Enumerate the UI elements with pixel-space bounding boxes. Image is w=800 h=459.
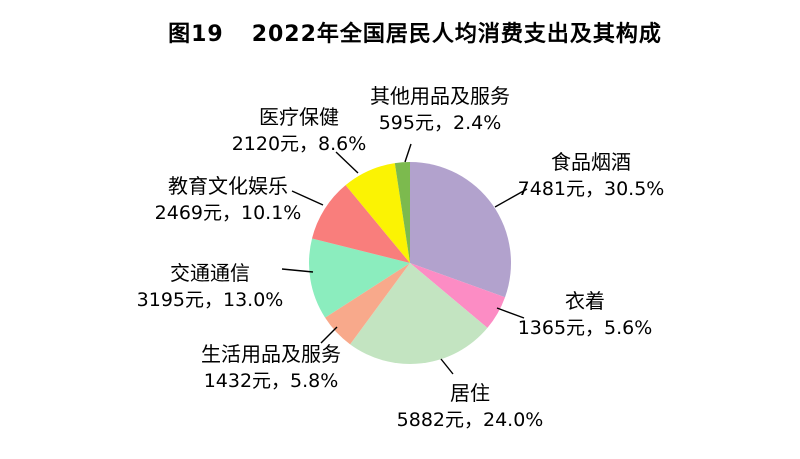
- leader-line-5: [291, 190, 324, 206]
- pie-slice-0: [410, 162, 512, 298]
- slice-label-education-culture-recreation: 教育文化娱乐 2469元，10.1%: [108, 173, 348, 227]
- pie-slice-5: [312, 185, 410, 263]
- slice-name: 医疗保健: [259, 105, 339, 129]
- leader-line-4: [281, 268, 314, 273]
- leader-line-2: [440, 358, 454, 375]
- leader-line-7: [404, 143, 412, 163]
- slice-value: 3195元，13.0%: [136, 289, 284, 311]
- pie-slice-6: [345, 163, 410, 263]
- slice-label-household-goods-services: 生活用品及服务 1432元，5.8%: [151, 341, 391, 395]
- pie-slice-1: [410, 263, 506, 328]
- slice-value: 1365元，5.6%: [517, 317, 653, 339]
- slice-value: 2469元，10.1%: [154, 202, 302, 224]
- slice-name: 其他用品及服务: [370, 84, 510, 108]
- pie-slice-4: [309, 238, 410, 318]
- slice-label-housing: 居住 5882元，24.0%: [350, 380, 590, 434]
- leader-line-1: [496, 307, 525, 319]
- chart-title: 图19 2022年全国居民人均消费支出及其构成: [15, 16, 800, 48]
- slice-value: 2120元，8.6%: [231, 133, 367, 155]
- leader-line-3: [320, 326, 338, 344]
- slice-name: 教育文化娱乐: [168, 174, 288, 198]
- slice-label-other-goods-services: 其他用品及服务 595元，2.4%: [320, 83, 560, 137]
- slice-label-transport-communication: 交通通信 3195元，13.0%: [90, 260, 330, 314]
- pie-slice-3: [325, 263, 410, 345]
- pie-slice-2: [350, 263, 488, 365]
- chart-title-figure-number: 图19: [168, 22, 224, 47]
- slice-value: 7481元，30.5%: [517, 178, 665, 200]
- slice-label-clothing: 衣着 1365元，5.6%: [465, 288, 705, 342]
- slice-value: 595元，2.4%: [378, 112, 502, 134]
- slice-name: 食品烟酒: [551, 150, 631, 174]
- slice-name: 生活用品及服务: [201, 342, 341, 366]
- slice-name: 居住: [450, 381, 490, 405]
- slice-name: 衣着: [565, 289, 605, 313]
- slice-label-healthcare: 医疗保健 2120元，8.6%: [179, 104, 419, 158]
- slice-value: 1432元，5.8%: [203, 370, 339, 392]
- slice-name: 交通通信: [170, 261, 250, 285]
- leader-line-0: [494, 188, 528, 208]
- chart-title-text: 2022年全国居民人均消费支出及其构成: [251, 22, 662, 47]
- leader-line-6: [335, 151, 359, 174]
- slice-label-food-tobacco-alcohol: 食品烟酒 7481元，30.5%: [471, 149, 711, 203]
- pie-slice-7: [394, 162, 410, 263]
- slice-value: 5882元，24.0%: [396, 409, 544, 431]
